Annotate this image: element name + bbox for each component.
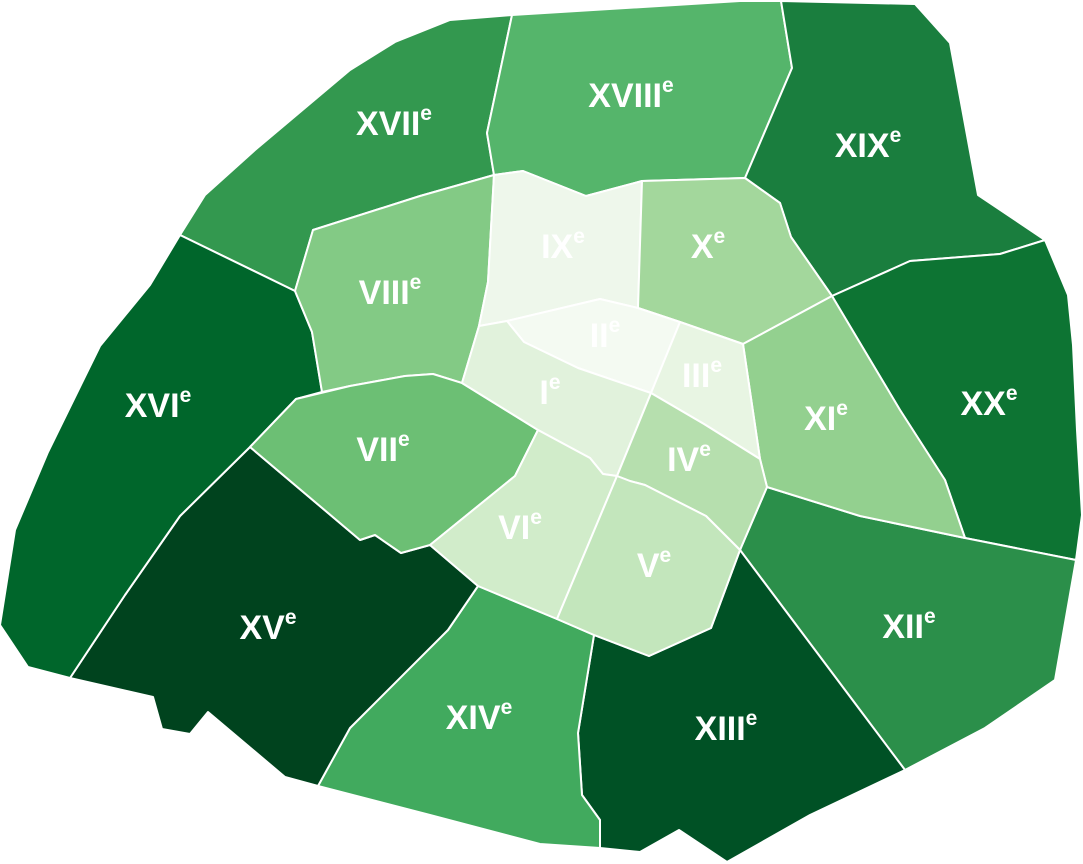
label-x: Xe [691,225,725,266]
label-xiii: XIIIe [695,707,758,748]
label-xiv: XIVe [446,696,513,737]
label-v: Ve [637,544,671,585]
label-xix: XIXe [835,124,902,165]
label-vi: VIe [498,506,542,547]
label-xii: XIIe [882,605,935,646]
label-ii: IIe [590,314,621,355]
label-vii: VIIe [356,428,409,469]
district-v[interactable] [556,475,741,657]
label-iii: IIIe [682,354,722,395]
label-viii: VIIIe [359,271,422,312]
label-xx: XXe [960,382,1017,423]
label-i: Ie [539,371,560,412]
label-xvii: XVIIe [356,102,432,143]
label-xvi: XVIe [125,384,192,425]
label-iv: IVe [667,438,711,479]
label-xi: XIe [804,397,848,438]
label-xv: XVe [239,606,296,647]
label-ix: IXe [541,225,585,266]
label-xviii: XVIIIe [588,74,673,115]
